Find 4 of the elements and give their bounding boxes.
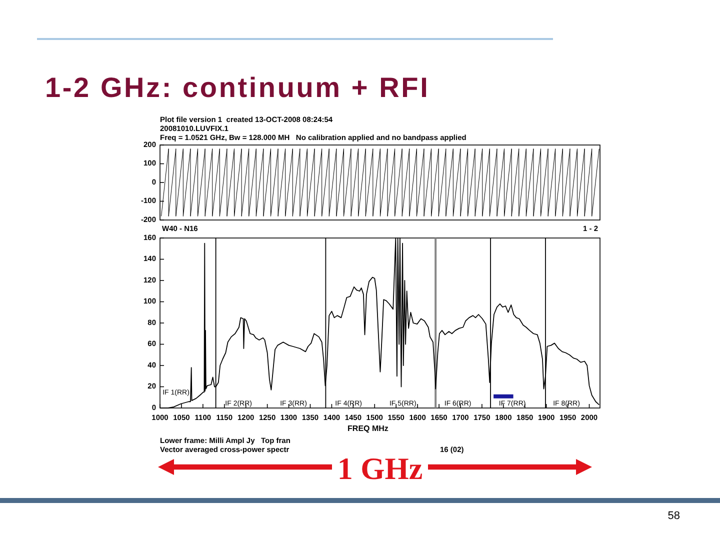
text: 58	[668, 510, 680, 522]
chart-title: 1-2 GHz: continuum + RFI	[45, 72, 430, 103]
x-axis-title: FREQ MHz	[348, 424, 388, 433]
text: 1 GHz	[337, 451, 423, 486]
